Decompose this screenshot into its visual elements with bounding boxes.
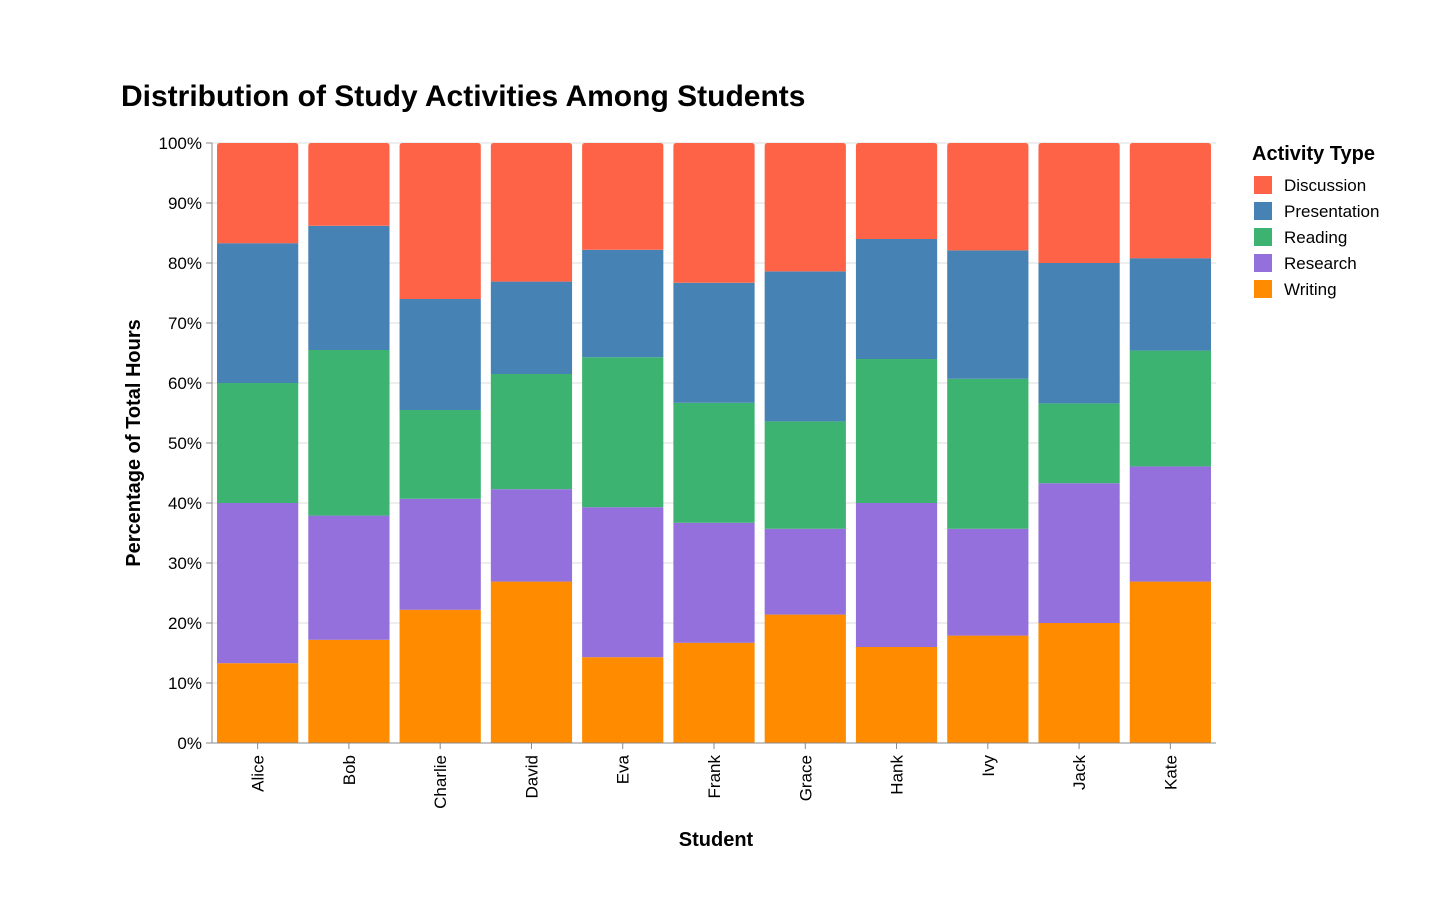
x-tick-label: Ivy (979, 755, 998, 777)
x-tick-label: Grace (796, 755, 815, 801)
x-tick-label: Hank (888, 755, 907, 795)
x-tick-label: Kate (1161, 755, 1180, 790)
legend-label-presentation: Presentation (1284, 202, 1379, 221)
y-tick-label: 20% (168, 614, 202, 633)
bar-segment-discussion-hank (855, 143, 938, 239)
bar-segment-presentation-ivy (947, 250, 1029, 379)
y-tick-label: 30% (168, 554, 202, 573)
x-tick-label: David (522, 755, 541, 798)
bar-segment-discussion-grace (764, 143, 846, 272)
bar-segment-writing-ivy (947, 635, 1029, 743)
bar-segment-research-david (490, 489, 573, 582)
bar-segment-presentation-jack (1038, 263, 1120, 404)
bar-segment-writing-frank (673, 642, 755, 743)
bar-segment-research-charlie (399, 498, 481, 610)
bar-segment-discussion-bob (308, 143, 390, 226)
x-tick-label: Frank (705, 755, 724, 799)
bar-segment-discussion-frank (673, 143, 755, 283)
bar-segment-reading-bob (308, 350, 390, 516)
y-tick-label: 80% (168, 254, 202, 273)
bar-segment-writing-charlie (399, 609, 481, 743)
y-tick-label: 70% (168, 314, 202, 333)
x-tick-label: Charlie (431, 755, 450, 809)
bar-segment-discussion-david (490, 143, 573, 282)
bar-segment-discussion-eva (582, 143, 664, 250)
bar-segment-research-jack (1038, 483, 1120, 623)
x-tick-label: Bob (340, 755, 359, 785)
y-tick-label: 50% (168, 434, 202, 453)
bar-segment-research-alice (217, 503, 299, 664)
bar-segment-research-bob (308, 515, 390, 640)
y-tick-label: 100% (159, 134, 202, 153)
bar-segment-reading-ivy (947, 378, 1029, 529)
bar-segment-discussion-jack (1038, 143, 1120, 263)
bar-segment-presentation-frank (673, 282, 755, 403)
y-tick-label: 40% (168, 494, 202, 513)
legend-swatch-presentation (1254, 202, 1272, 220)
y-tick-label: 90% (168, 194, 202, 213)
bar-segment-presentation-hank (855, 239, 938, 359)
legend-label-reading: Reading (1284, 228, 1347, 247)
legend-swatch-research (1254, 254, 1272, 272)
bar-segment-reading-frank (673, 402, 755, 523)
bar-segment-research-hank (855, 503, 938, 647)
x-axis-title: Student (679, 829, 754, 851)
bar-segment-writing-jack (1038, 623, 1120, 743)
legend-swatch-reading (1254, 228, 1272, 246)
bar-segment-research-eva (582, 507, 664, 658)
bar-segment-reading-charlie (399, 410, 481, 499)
bar-segment-discussion-charlie (399, 143, 481, 299)
legend-label-writing: Writing (1284, 280, 1337, 299)
bar-segment-reading-hank (855, 359, 938, 503)
y-tick-label: 60% (168, 374, 202, 393)
bar-segment-reading-grace (764, 421, 846, 529)
legend-title: Activity Type (1252, 143, 1375, 165)
bar-segment-presentation-kate (1129, 258, 1211, 351)
legend-label-research: Research (1284, 254, 1357, 273)
x-tick-label: Alice (249, 755, 268, 792)
bar-segment-reading-alice (217, 383, 299, 503)
bars (217, 143, 1211, 743)
legend-label-discussion: Discussion (1284, 176, 1366, 195)
bar-segment-discussion-ivy (947, 143, 1029, 251)
chart-title: Distribution of Study Activities Among S… (121, 80, 805, 113)
legend: Activity Type Discussion Presentation Read… (1252, 143, 1379, 299)
y-tick-label: 0% (177, 734, 202, 753)
y-tick-label: 10% (168, 674, 202, 693)
bar-segment-presentation-alice (217, 243, 299, 383)
x-tick-label: Eva (614, 754, 633, 784)
legend-swatch-discussion (1254, 176, 1272, 194)
bar-segment-discussion-alice (217, 143, 299, 244)
bar-segment-presentation-eva (582, 249, 664, 358)
bar-segment-research-kate (1129, 466, 1211, 582)
legend-swatch-writing (1254, 280, 1272, 298)
bar-segment-writing-kate (1129, 581, 1211, 743)
bar-segment-writing-bob (308, 639, 390, 743)
bar-segment-presentation-charlie (399, 299, 481, 410)
bar-segment-writing-david (490, 581, 573, 743)
bar-segment-presentation-grace (764, 271, 846, 422)
bar-segment-discussion-kate (1129, 143, 1211, 259)
y-axis-title: Percentage of Total Hours (123, 319, 145, 566)
bar-segment-reading-kate (1129, 350, 1211, 467)
bar-segment-reading-david (490, 374, 573, 490)
bar-segment-presentation-bob (308, 225, 390, 350)
bar-segment-presentation-david (490, 281, 573, 374)
axes: 0% 10% 20% 30% 40% 50% 60% 70% 80% 90% 100% Alice Bo… (159, 134, 1216, 809)
x-tick-label: Jack (1070, 755, 1089, 790)
bar-segment-writing-alice (217, 663, 299, 743)
bar-segment-research-grace (764, 528, 846, 615)
bar-segment-research-frank (673, 522, 755, 643)
bar-segment-writing-eva (582, 657, 664, 743)
bar-segment-reading-jack (1038, 403, 1120, 484)
bar-segment-reading-eva (582, 357, 664, 508)
bar-segment-research-ivy (947, 528, 1029, 636)
bar-segment-writing-grace (764, 614, 846, 743)
bar-segment-writing-hank (855, 647, 938, 743)
